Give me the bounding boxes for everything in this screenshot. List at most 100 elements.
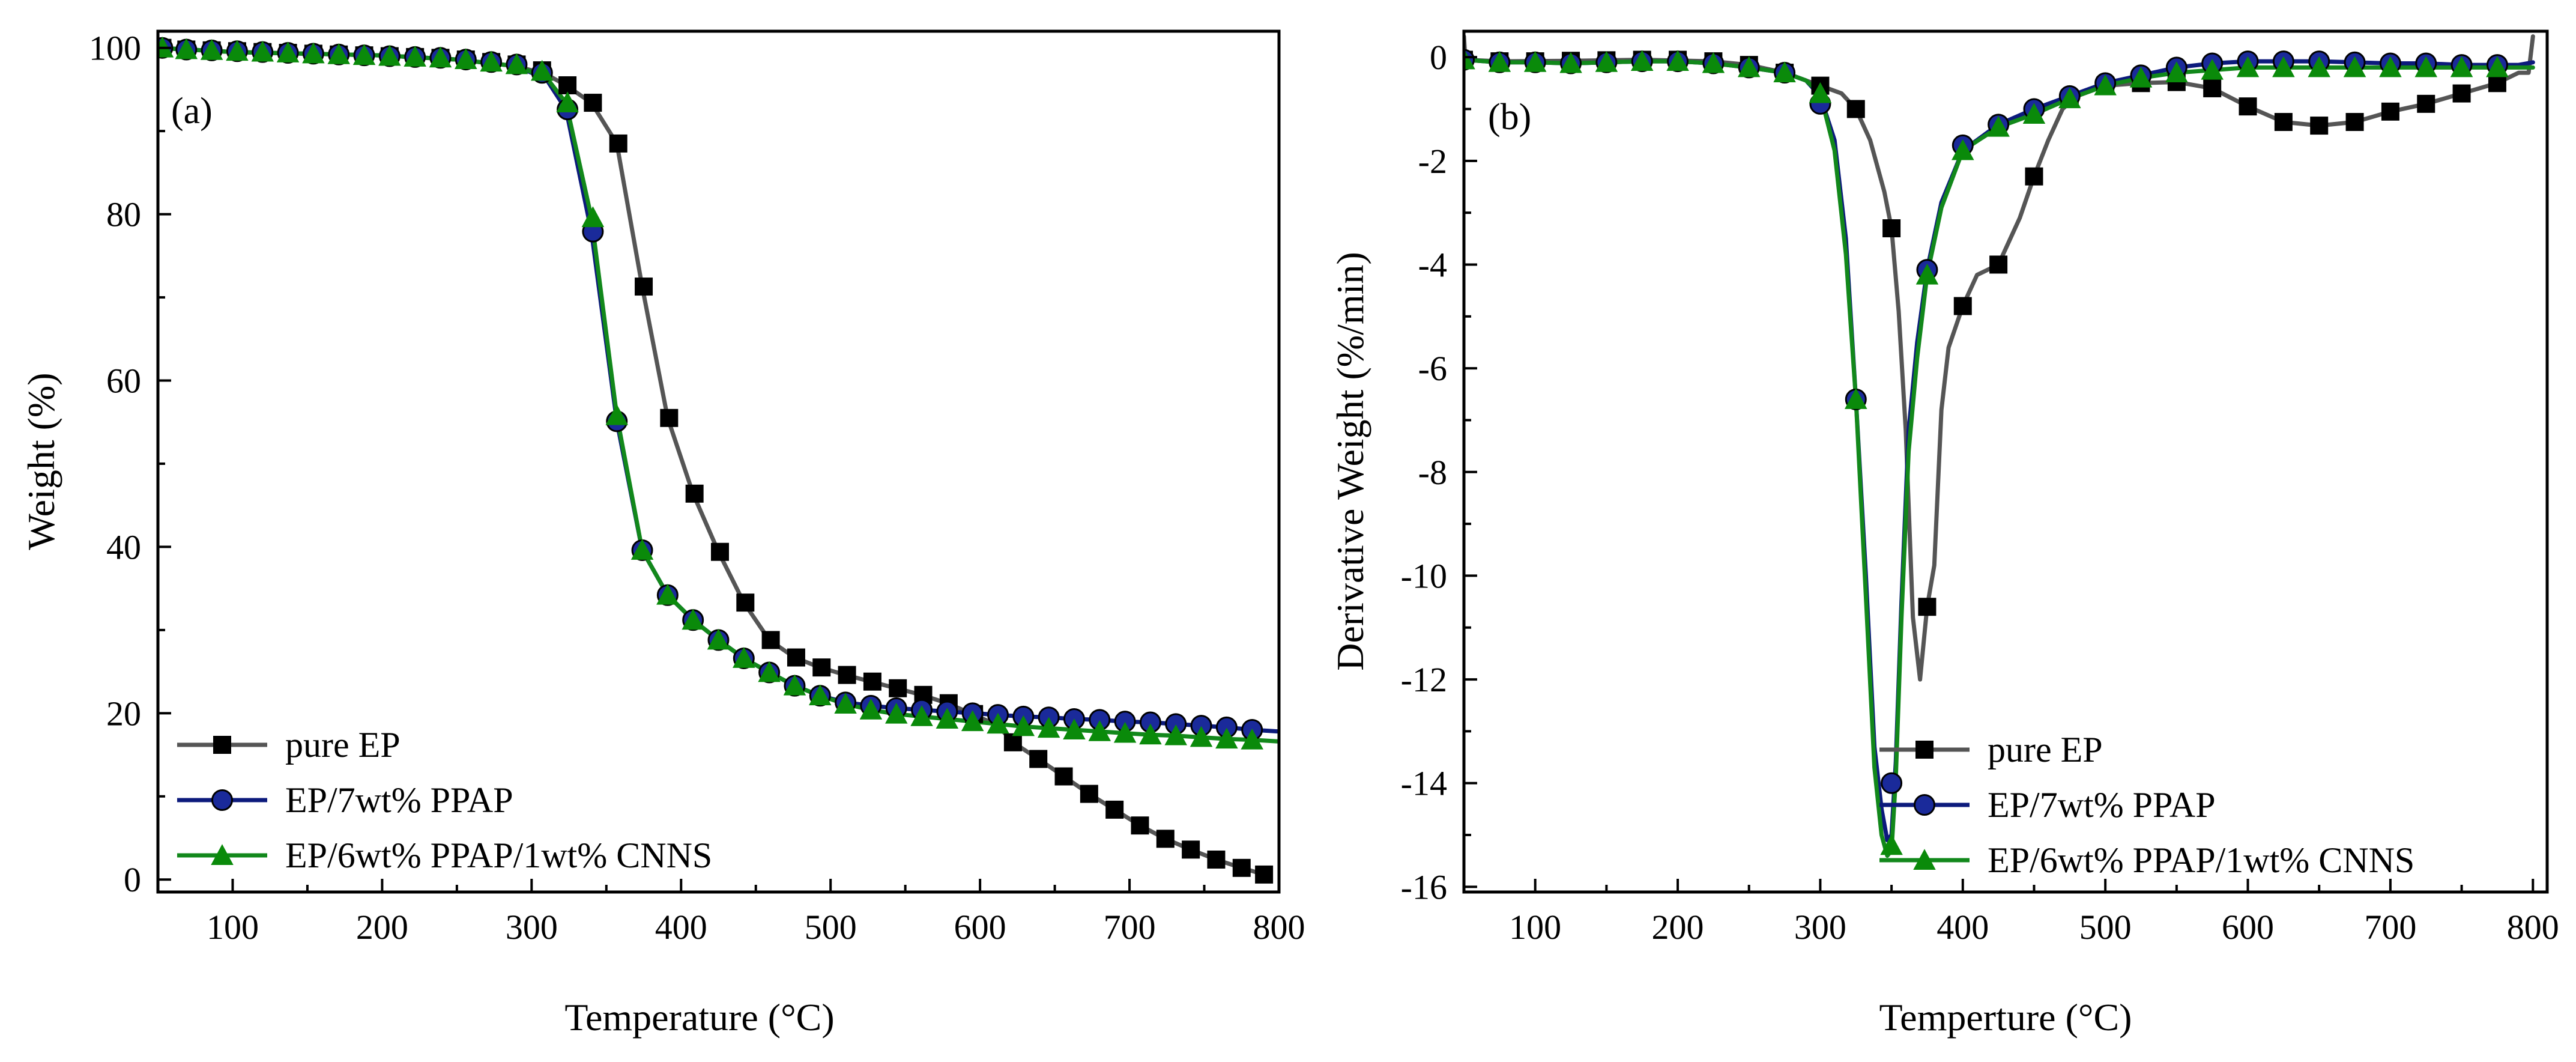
legend-label: pure EP: [1988, 730, 2103, 769]
data-point-triangle: [961, 710, 984, 732]
data-point-triangle: [1113, 721, 1137, 743]
data-point-square: [1131, 816, 1149, 835]
legend-label: EP/7wt% PPAP: [285, 780, 513, 820]
data-point-triangle: [605, 404, 628, 425]
x-tick-label: 100: [207, 908, 259, 947]
data-point-triangle: [1523, 51, 1547, 72]
data-point-triangle: [1088, 720, 1111, 741]
data-point-triangle: [2058, 87, 2081, 109]
data-point-triangle: [1063, 718, 1086, 739]
legend-marker-triangle: [211, 844, 234, 865]
data-point-square: [1080, 784, 1098, 803]
panel-b-label: (b): [1488, 97, 1531, 138]
panel-a-x-axis-title: Temperature (°C): [564, 996, 834, 1039]
data-point-square: [838, 666, 856, 684]
data-point-triangle: [758, 661, 781, 682]
legend-label: EP/6wt% PPAP/1wt% CNNS: [1988, 840, 2414, 880]
x-tick-label: 800: [2507, 908, 2559, 947]
data-point-square: [635, 278, 653, 296]
x-tick-label: 400: [1937, 908, 1989, 947]
data-point-triangle: [2308, 56, 2330, 77]
data-point-triangle: [1488, 51, 1511, 72]
data-point-triangle: [1012, 715, 1035, 736]
data-point-triangle: [2022, 103, 2046, 124]
data-point-square: [2274, 113, 2293, 132]
data-point-triangle: [1190, 726, 1213, 747]
data-point-triangle: [936, 708, 959, 729]
panel-b-y-axis-title: Derivative Weight (%/min): [1329, 252, 1371, 670]
data-point-triangle: [581, 206, 605, 228]
panel-b-ticks: 100 200 300 400 500 600 700 800 0 -2 -4 -6 -8 -10 -12 -…: [1401, 38, 2559, 947]
data-point-triangle: [1630, 50, 1654, 71]
data-point-triangle: [1702, 52, 1725, 73]
data-point-square: [812, 658, 831, 677]
data-point-triangle: [404, 46, 426, 67]
data-point-triangle: [302, 42, 325, 64]
panel-b-x-axis-title: Temperture (°C): [1879, 996, 2132, 1039]
data-point-triangle: [1952, 139, 1974, 160]
panel-a-weight-chart: 100 200 300 400 500 600 700 800 0 20 40 60 80 100 (a)…: [20, 29, 1305, 1039]
data-point-triangle: [480, 50, 503, 72]
y-tick-label: -16: [1401, 867, 1447, 906]
data-point-square: [685, 484, 704, 503]
data-point-triangle: [2379, 56, 2402, 77]
data-point-triangle: [2272, 56, 2295, 77]
data-point-triangle: [531, 59, 554, 81]
data-point-triangle: [1845, 388, 1867, 409]
data-point-triangle: [884, 702, 908, 724]
data-point-square: [1105, 800, 1124, 819]
data-point-triangle: [175, 38, 198, 59]
x-tick-label: 200: [356, 908, 408, 947]
x-tick-label: 200: [1652, 908, 1704, 947]
data-point-triangle: [1559, 52, 1582, 73]
data-point-square: [2381, 102, 2399, 121]
legend-marker-square: [213, 736, 231, 754]
data-point-triangle: [1464, 48, 1475, 70]
x-tick-label: 700: [1104, 908, 1156, 947]
panel-a-plot-area: [158, 36, 1279, 884]
panel-a-ticks: 100 200 300 400 500 600 700 800 0 20 40 60 80 100: [89, 29, 1305, 947]
panel-a-legend: pure EP EP/7wt% PPAP EP/6wt% PPAP/1wt% CNN…: [177, 725, 712, 875]
data-point-square: [863, 672, 881, 691]
data-point-square: [1846, 100, 1865, 118]
data-point-square: [1989, 255, 2008, 274]
x-tick-label: 300: [506, 908, 558, 947]
legend-marker-triangle: [1913, 849, 1936, 870]
data-point-triangle: [1915, 263, 1939, 285]
data-point-square: [2025, 167, 2043, 186]
x-tick-label: 600: [2222, 908, 2274, 947]
data-point-square: [2203, 79, 2222, 97]
data-point-triangle: [1595, 51, 1618, 72]
data-point-square: [584, 94, 602, 112]
data-point-square: [2239, 97, 2257, 116]
panel-a-label: (a): [171, 91, 213, 132]
data-point-square: [710, 542, 729, 561]
data-point-square: [1255, 865, 1274, 884]
legend-marker-circle: [211, 789, 233, 811]
data-point-triangle: [1809, 82, 1832, 103]
data-point-square: [1207, 851, 1226, 869]
data-point-triangle: [429, 46, 452, 68]
data-point-triangle: [733, 647, 755, 668]
data-point-triangle: [1241, 728, 1263, 750]
data-point-triangle: [1880, 834, 1903, 855]
panel-b-legend: pure EP EP/7wt% PPAP EP/6wt% PPAP/1wt% CNN…: [1879, 730, 2414, 880]
data-point-triangle: [556, 91, 579, 113]
panel-b-axes-frame: [1462, 29, 2549, 894]
data-point-triangle: [327, 43, 350, 64]
x-tick-label: 100: [1509, 908, 1561, 947]
y-tick-label: 0: [124, 860, 141, 899]
data-point-triangle: [859, 699, 883, 720]
x-tick-label: 800: [1253, 908, 1305, 947]
data-point-square: [2345, 113, 2364, 132]
y-tick-label: 60: [106, 362, 141, 401]
data-point-triangle: [251, 40, 274, 62]
data-point-square: [1882, 219, 1901, 238]
y-tick-label: -8: [1418, 453, 1447, 492]
y-tick-label: -4: [1418, 245, 1447, 284]
data-point-square: [787, 648, 805, 667]
data-point-triangle: [2486, 56, 2509, 77]
y-tick-label: -14: [1401, 764, 1447, 803]
y-tick-label: -12: [1401, 660, 1447, 699]
